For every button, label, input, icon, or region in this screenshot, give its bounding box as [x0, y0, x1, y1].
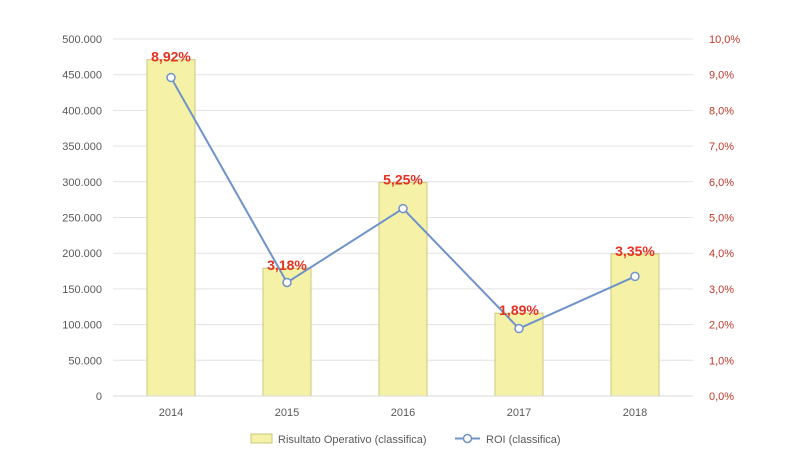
- right-axis: 0,0% 1,0% 2,0% 3,0% 4,0% 5,0% 6,0% 7,0% 8,0% 9,0%…: [709, 34, 740, 403]
- roi-point-2018: [630, 271, 640, 282]
- roi-point-2017: [514, 323, 524, 334]
- right-tick-label: 2,0%: [709, 320, 734, 332]
- x-tick-label: 2015: [275, 407, 299, 419]
- bar-2015: [262, 267, 312, 397]
- x-tick-label: 2016: [391, 407, 415, 419]
- right-tick-label: 9,0%: [709, 70, 734, 82]
- roi-line-series: [166, 72, 640, 334]
- data-labels: 8,92% 3,18% 5,25% 1,89% 3,35%: [151, 49, 655, 318]
- left-axis: 0 50.000 100.000 150.000 200.000 250.000 300.0…: [62, 34, 102, 403]
- left-tick-label: 500.000: [62, 34, 102, 46]
- x-axis: 2014 2015 2016 2017 2018: [159, 407, 647, 419]
- right-tick-label: 8,0%: [709, 105, 734, 117]
- right-tick-label: 6,0%: [709, 177, 734, 189]
- legend-swatch-marker: [462, 433, 473, 444]
- right-tick-label: 10,0%: [709, 34, 740, 46]
- left-tick-label: 100.000: [62, 320, 102, 332]
- left-tick-label: 350.000: [62, 141, 102, 153]
- roi-point-2015: [282, 277, 292, 288]
- left-tick-label: 400.000: [62, 105, 102, 117]
- right-tick-label: 7,0%: [709, 141, 734, 153]
- left-tick-label: 50.000: [68, 355, 102, 367]
- x-tick-label: 2017: [507, 407, 531, 419]
- roi-data-label: 3,35%: [615, 243, 655, 259]
- left-tick-label: 150.000: [62, 284, 102, 296]
- roi-point-2014: [166, 72, 176, 83]
- x-tick-label: 2014: [159, 407, 183, 419]
- right-tick-label: 1,0%: [709, 355, 734, 367]
- left-tick-label: 300.000: [62, 177, 102, 189]
- left-tick-label: 250.000: [62, 213, 102, 225]
- left-tick-label: 0: [96, 391, 102, 403]
- roi-data-label: 8,92%: [151, 49, 191, 65]
- roi-data-label: 5,25%: [383, 172, 423, 188]
- roi-data-label: 1,89%: [499, 302, 539, 318]
- right-tick-label: 4,0%: [709, 248, 734, 260]
- x-tick-label: 2018: [623, 407, 647, 419]
- right-tick-label: 5,0%: [709, 213, 734, 225]
- right-tick-label: 3,0%: [709, 284, 734, 296]
- legend: Risultato Operativo (classifica) ROI (cl…: [250, 433, 561, 446]
- right-tick-label: 0,0%: [709, 391, 734, 403]
- legend-label-bar: Risultato Operativo (classifica): [278, 434, 427, 446]
- roi-point-2016: [398, 203, 408, 214]
- bar-2014: [146, 59, 196, 397]
- bar-2016: [378, 182, 428, 397]
- legend-swatch-bar: [250, 433, 273, 444]
- legend-label-line: ROI (classifica): [486, 434, 561, 446]
- left-tick-label: 200.000: [62, 248, 102, 260]
- left-tick-label: 450.000: [62, 70, 102, 82]
- roi-data-label: 3,18%: [267, 257, 307, 273]
